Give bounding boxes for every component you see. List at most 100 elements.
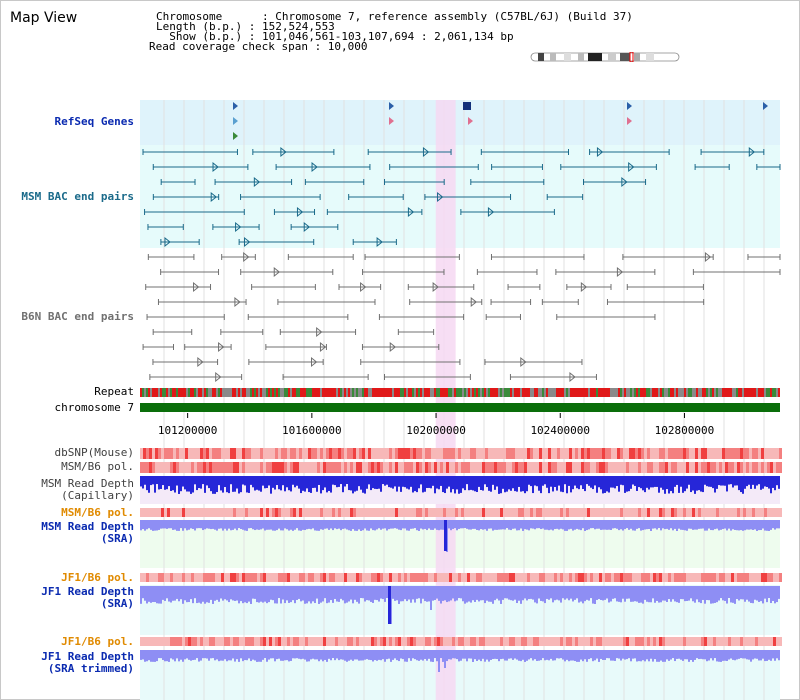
jf1-b6-pol-segment — [530, 573, 533, 582]
msm-capillary-depth-bar — [144, 476, 146, 485]
jf1-sra-depth-bar — [220, 586, 222, 599]
jf1-b6-pol-2-segment — [524, 637, 527, 646]
msm-b6-pol-sra-segment — [455, 508, 458, 517]
msm-b6-pol-segment — [170, 462, 173, 473]
dbsnp-segment — [698, 448, 701, 459]
msm-b6-pol-segment — [233, 462, 236, 473]
jf1-b6-pol-2-segment — [776, 637, 779, 646]
jf1-sra-depth-bar — [330, 586, 332, 601]
repeat-segment — [196, 388, 198, 397]
jf1-b6-pol-segment — [161, 573, 164, 582]
jf1-sra-depth-bar — [184, 586, 186, 601]
msm-capillary-depth-bar — [274, 476, 276, 490]
jf1-b6-pol-2-segment — [491, 637, 494, 646]
repeat-segment — [526, 388, 528, 397]
jf1-b6-pol-segment — [572, 573, 575, 582]
dbsnp-segment — [380, 448, 383, 459]
repeat-segment — [348, 388, 350, 397]
msm-capillary-depth-bar — [484, 476, 486, 485]
msm-capillary-depth-bar — [670, 476, 672, 492]
msm-b6-pol-segment — [587, 462, 590, 473]
msm-sra-depth-bar — [212, 520, 214, 529]
msm-b6-pol-sra-segment — [773, 508, 776, 517]
msm-b6-pol-segment — [341, 462, 344, 473]
msm-b6-pol-sra-segment — [692, 508, 695, 517]
msm-sra-depth-bar — [440, 520, 442, 530]
msm-capillary-depth-bar — [750, 476, 752, 489]
jf1-trim-depth-bar — [508, 650, 510, 659]
msm-sra-depth-bar — [726, 520, 728, 531]
jf1-sra-depth-bar — [532, 586, 534, 600]
msm-b6-pol-segment — [212, 462, 215, 473]
dbsnp-segment — [236, 448, 239, 459]
msm-sra-depth-bar — [376, 520, 378, 530]
jf1-trim-depth-bar — [672, 650, 674, 659]
msm-sra-depth-bar — [156, 520, 158, 531]
msm-b6-pol-sra-segment — [563, 508, 566, 517]
jf1-trim-depth-bar — [532, 650, 534, 661]
jf1-sra-depth-bar — [588, 586, 590, 601]
msm-b6-pol-sra-segment — [401, 508, 404, 517]
dbsnp-segment — [323, 448, 326, 459]
jf1-sra-depth-bar — [394, 586, 396, 601]
jf1-sra-depth-bar — [572, 586, 574, 602]
msm-b6-pol-segment — [410, 462, 413, 473]
jf1-sra-depth-bar — [438, 586, 440, 601]
msm-sra-depth-bar — [532, 520, 534, 529]
msm-b6-pol-segment — [407, 462, 410, 473]
jf1-b6-pol-segment — [593, 573, 596, 582]
msm-sra-depth-bar — [756, 520, 758, 531]
dbsnp-segment — [707, 448, 710, 459]
repeat-segment — [242, 388, 244, 397]
msm-capillary-depth-bar — [722, 476, 724, 486]
jf1-trim-depth-bar — [352, 650, 354, 661]
msm-capillary-depth-bar — [556, 476, 558, 491]
jf1-sra-depth-bar — [402, 586, 404, 602]
jf1-b6-pol-segment — [728, 573, 731, 582]
jf1-b6-pol-2-segment — [767, 637, 770, 646]
jf1-sra-depth-bar — [760, 586, 762, 602]
msm-sra-depth-bar — [580, 520, 582, 531]
msm-b6-pol-sra-segment — [695, 508, 698, 517]
chromosome-ideogram-icon[interactable] — [530, 52, 680, 62]
b6n-bac-pair-marker — [273, 266, 281, 278]
msm-sra-depth-bar — [594, 520, 596, 530]
jf1-b6-pol-2-segment — [533, 637, 536, 646]
jf1-b6-pol-segment — [143, 573, 146, 582]
jf1-trim-depth-bar — [360, 650, 362, 661]
jf1-sra-depth-bar — [520, 586, 522, 604]
msm-sra-depth-bar — [646, 520, 648, 530]
msm-b6-pol-sra-segment — [236, 508, 239, 517]
msm-b6-pol-segment — [557, 462, 560, 473]
repeat-segment — [414, 388, 416, 397]
msm-b6-pol-segment — [524, 462, 527, 473]
msm-capillary-depth-bar — [610, 476, 612, 488]
repeat-segment — [474, 388, 476, 397]
msm-b6-pol-segment — [428, 462, 431, 473]
msm-b6-pol-sra-segment — [215, 508, 218, 517]
msm-b6-pol-segment — [332, 462, 335, 473]
jf1-sra-depth-bar — [482, 586, 484, 601]
msm-b6-pol-segment — [752, 462, 755, 473]
msm-capillary-depth-bar — [216, 476, 218, 493]
jf1-sra-depth-bar — [328, 586, 330, 603]
jf1-b6-pol-segment — [215, 573, 218, 582]
jf1-b6-pol-segment — [755, 573, 758, 582]
msm-b6-pol-segment — [500, 462, 503, 473]
msm-b6-pol-sra-segment — [290, 508, 293, 517]
msm-sra-depth-bar — [366, 520, 368, 531]
repeat-segment — [640, 388, 642, 397]
jf1-b6-pol-segment — [668, 573, 671, 582]
msm-sra-depth-bar — [288, 520, 290, 531]
jf1-b6-pol-2-segment — [194, 637, 197, 646]
jf1-trim-depth-bar — [284, 650, 286, 661]
msm-sra-depth-bar — [434, 520, 436, 529]
jf1-sra-depth-bar — [530, 586, 532, 599]
jf1-sra-depth-bar — [766, 586, 768, 603]
msm-b6-pol-segment — [152, 462, 155, 473]
msm-b6-pol-segment — [659, 462, 662, 473]
repeat-segment — [472, 388, 474, 397]
jf1-b6-pol-segment — [398, 573, 401, 582]
msm-b6-pol-sra-segment — [530, 508, 533, 517]
